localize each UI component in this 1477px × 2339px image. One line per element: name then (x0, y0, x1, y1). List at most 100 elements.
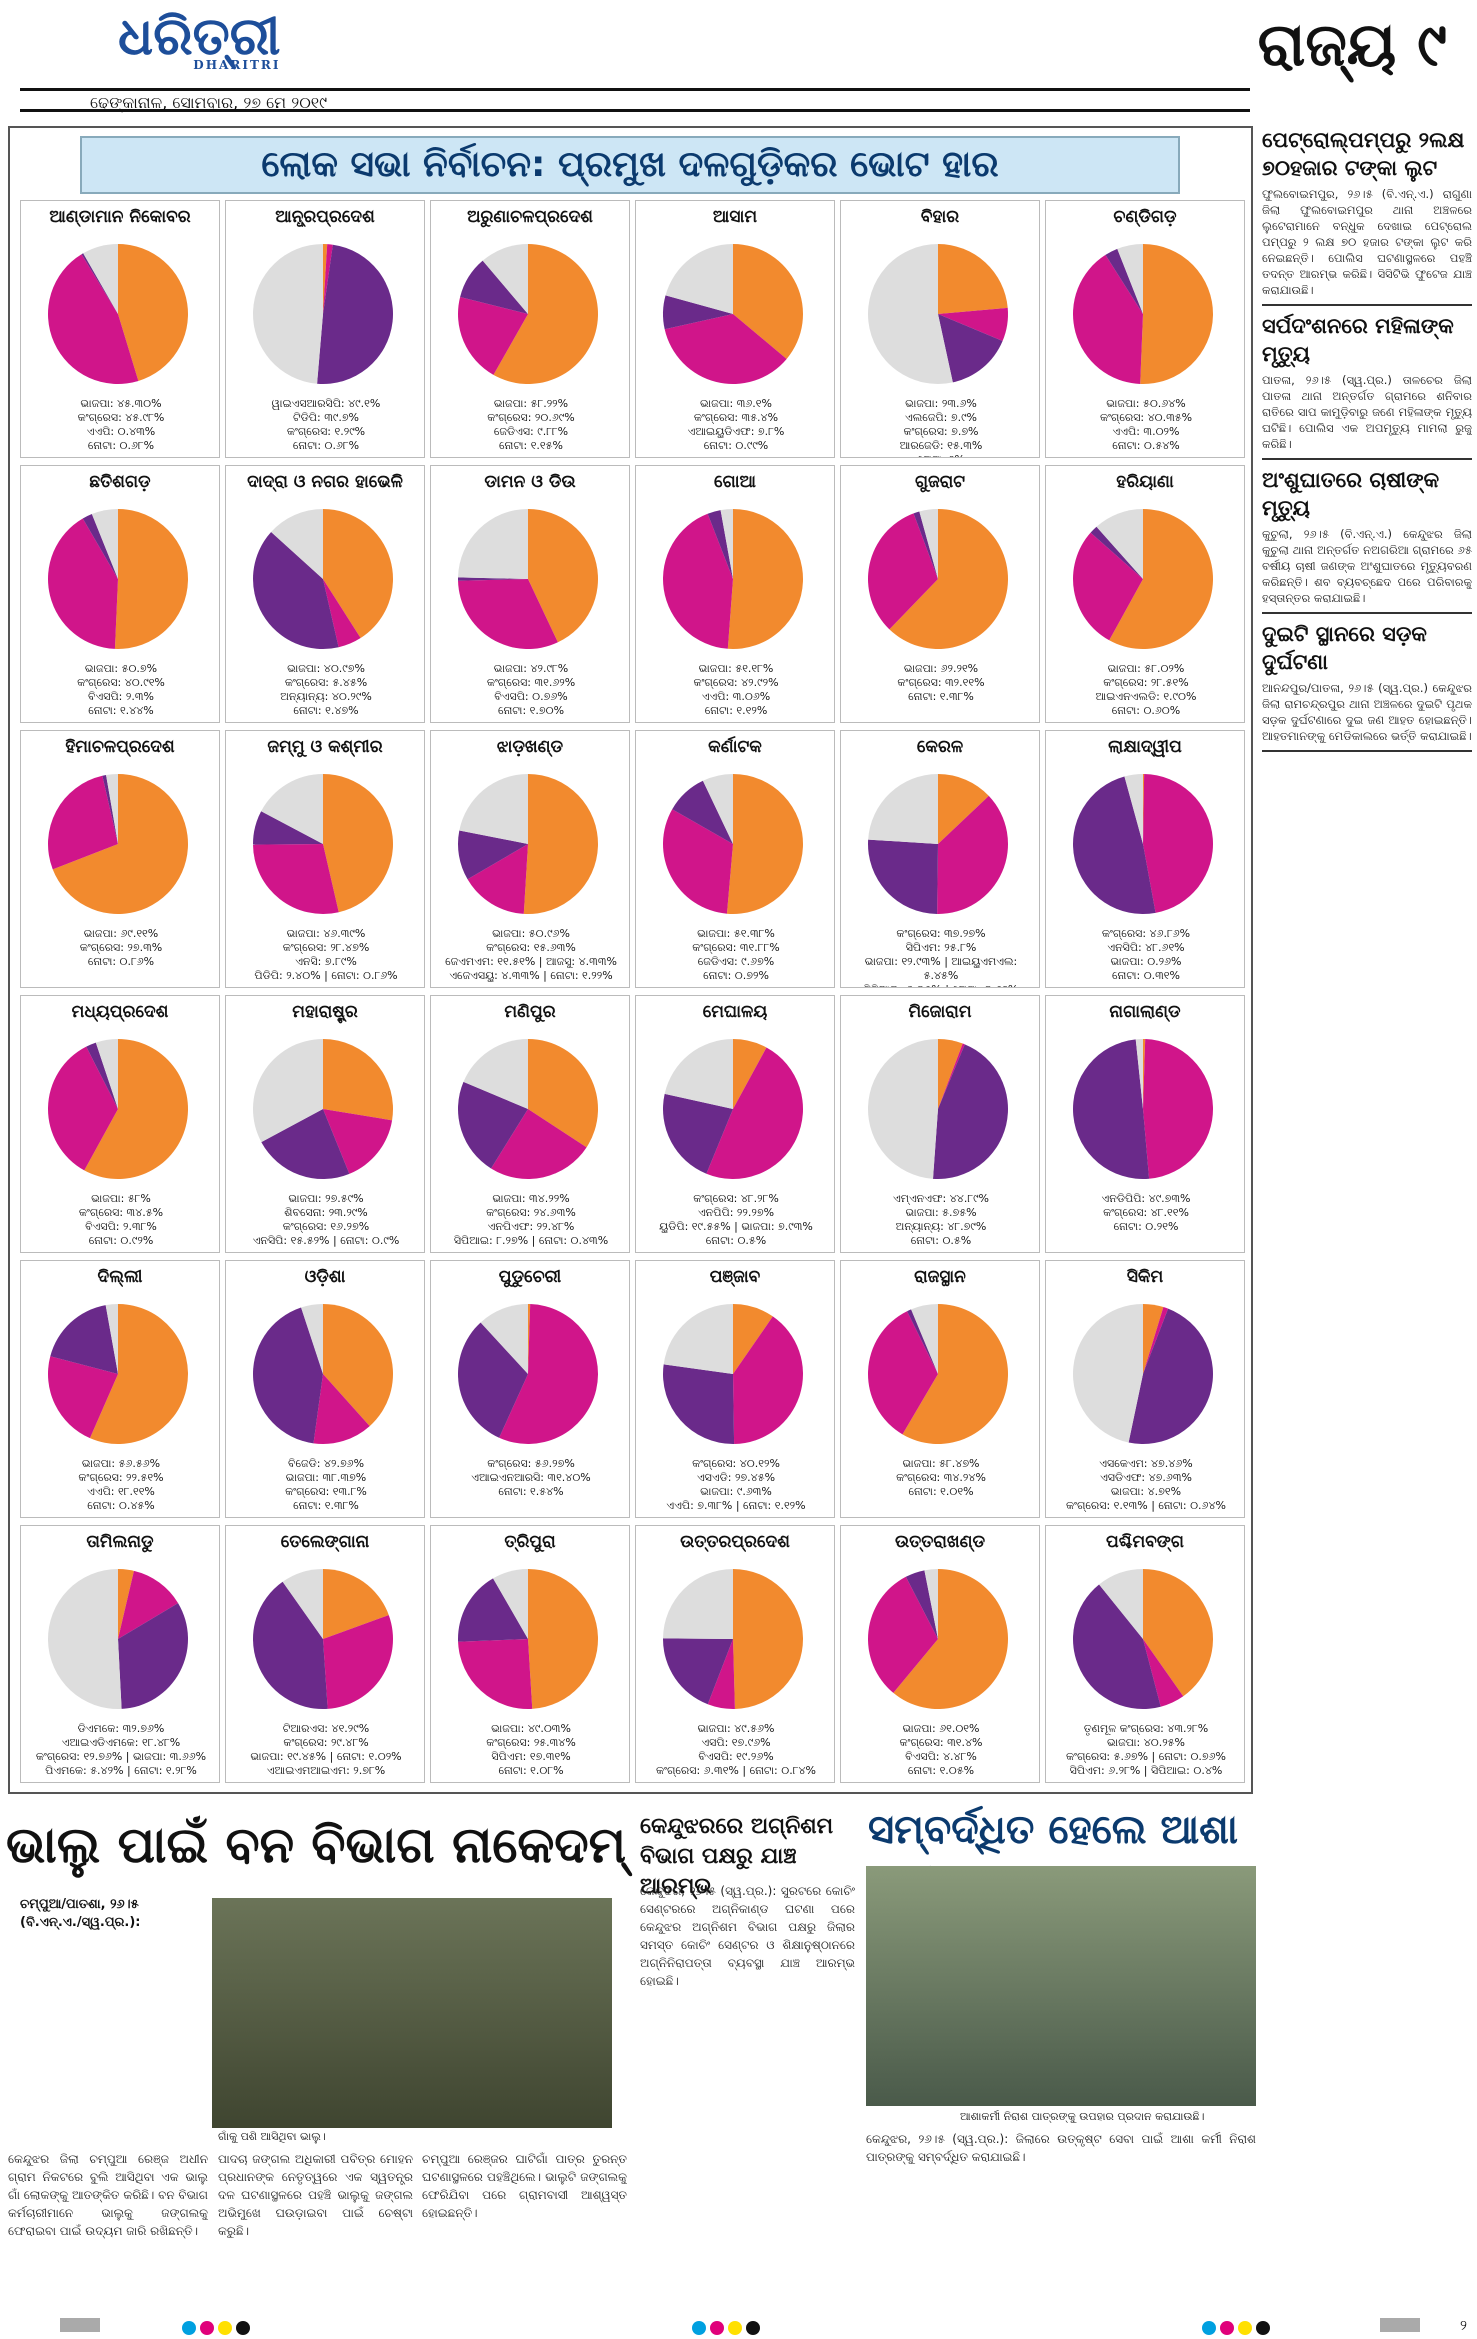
stat-line: ଏଆଇଏନଆରସି: ୩୧.୪୦% (471, 1471, 591, 1484)
state-stats: ଭାଜପା: ୬୯.୧୧% କଂଗ୍ରେସ: ୨୭.୩% ନୋଟା: ୦.୮୬% (29, 927, 213, 969)
stat-line: ଭାଜପା: ୫୮.୪୭% (902, 1457, 980, 1470)
state-stats: କଂଗ୍ରେସ: ୪୬.୮୬% ଏନସିପି: ୪୮.୬୧% ଭାଜପା: ୦.୨୬… (1054, 927, 1238, 983)
stat-line: ଏଲଜେପି: ୭.୯% (905, 411, 977, 424)
stat-line: ଜେଡିଏସ: ୯.୬୭% (697, 955, 775, 968)
pie-slice (868, 513, 938, 630)
stat-line: ନୋଟା: ୦.୫% (910, 1234, 972, 1247)
pie-slice (253, 1581, 328, 1709)
state-stats: କଂଗ୍ରେସ: ୪୦.୧୨% ଏସଏଡି: ୨୭.୪୫% ଭାଜପା: ୯.୬୩%… (644, 1457, 828, 1513)
pie-slice (458, 830, 528, 880)
pie-slice (938, 314, 1003, 383)
stat-line: ନୋଟା: ୦.୯୯% (703, 439, 769, 452)
stat-line: ନୋଟା: ୦.୫୪% (1112, 439, 1180, 452)
pie-slice (1099, 1569, 1143, 1639)
stat-line: କଂଗ୍ରେସ: ୪୮.୨୮% (693, 1192, 779, 1205)
stat-line: ଏସପି: ୧୭.୯୬% (701, 1736, 771, 1749)
pie-slice (528, 1569, 598, 1709)
pie-slice (1073, 1584, 1161, 1709)
stat-line: ଭାଜପା: ୩୮.୩୭% (285, 1471, 367, 1484)
pie-slice (458, 577, 528, 581)
state-stats: ଭାଜପା: ୫୧.୩୮% କଂଗ୍ରେସ: ୩୧.୮୮% ଜେଡିଏସ: ୯.୬୭… (644, 927, 828, 983)
state-cell: କେରଳ କଂଗ୍ରେସ: ୩୭.୨୭% ସିପିଏମ: ୨୫.୮% ଭାଜପା: ୧… (840, 730, 1040, 988)
pie-slice (889, 509, 1008, 649)
state-stats: ଭାଜପା: ୫୮% କଂଗ୍ରେସ: ୩୪.୫% ବିଏସପି: ୨.୩୮% ନୋଟ… (29, 1192, 213, 1248)
divider (1262, 612, 1472, 614)
stat-line: ଭାଜପା: ୧୯.୪୫% | ନୋଟା: ୧.୦୨% (250, 1750, 402, 1763)
stat-line: ନୋଟା: ୦.୯୨% (88, 1234, 154, 1247)
pie-slice (1105, 248, 1143, 314)
color-registration-dots-3 (1200, 2320, 1272, 2339)
pie-chart (253, 774, 393, 914)
state-cell: ସିକିମ ଏସକେଏମ: ୪୭.୪୬% ଏସଡିଏଫ: ୪୭.୬୩% ଭାଜପା: … (1045, 1260, 1245, 1518)
pie-chart (253, 509, 393, 649)
stat-line: ଏଆଇଏମଆଇଏମ: ୨.୭୮% (266, 1764, 386, 1777)
pie-chart (868, 1304, 1008, 1444)
pie-slice (938, 244, 1008, 314)
pie-chart (868, 244, 1008, 384)
divider (1262, 304, 1472, 306)
state-cell: ହରିୟାଣା ଭାଜପା: ୫୮.୦୨% କଂଗ୍ରେସ: ୨୮.୫୧% ଆଇଏନଏ… (1045, 465, 1245, 723)
pie-chart (48, 1039, 189, 1179)
pie-slice (323, 244, 333, 314)
stat-line: କଂଗ୍ରେସ: ୨୮.୫୧% (1103, 676, 1189, 689)
pie-slice (317, 244, 393, 384)
stat-line: ଭାଜପା: ୫୦.୭% (84, 662, 158, 675)
stat-line: ବିଏସପି: ୦.୭୬% (494, 690, 568, 703)
stat-line: ଟିଡିପି: ୩୯.୭% (293, 411, 359, 424)
pie-slice (491, 1109, 587, 1179)
stat-line: ଭାଜପା: ୨୩.୬% (905, 397, 977, 410)
pie-slice (1117, 244, 1143, 314)
state-cell: ଓଡ଼ିଶା ବିଜେଡି: ୪୨.୭୬% ଭାଜପା: ୩୮.୩୭% କଂଗ୍ରେସ… (225, 1260, 425, 1518)
state-stats: ଭାଜପା: ୫୦.୯୬% କଂଗ୍ରେସ: ୧୫.୬୩% ଜେଏମଏମ: ୧୧.୫… (439, 927, 623, 983)
state-cell: ଗୁଜରାଟ ଭାଜପା: ୬୨.୨୧% କଂଗ୍ରେସ: ୩୨.୧୧% ନୋଟା: … (840, 465, 1040, 723)
stat-line: କଂଗ୍ରେସ: ୧୩.୮% (285, 1485, 367, 1498)
election-grid: ଲୋକ ସଭା ନିର୍ବାଚନ: ପ୍ରମୁଖ ଦଳଗୁଡ଼ିକର ଭୋଟ ହ… (8, 126, 1253, 1794)
state-cell: ତେଲେଙ୍ଗାନା ଟିଆରଏସ: ୪୧.୨୯% କଂଗ୍ରେସ: ୨୯.୪୮% ଭ… (225, 1525, 425, 1783)
pie-chart (663, 1569, 803, 1709)
pie-slice (867, 1039, 938, 1179)
stat-line: ସିପିଏମ: ୬.୨୮% | ସିପିଆଇ: ୦.୪% (1069, 1764, 1223, 1777)
stat-line: ଭାଜପା: ୫୦.୯୬% (492, 927, 570, 940)
pie-slice (663, 1304, 733, 1374)
state-cell: ଝାଡ଼ଖଣ୍ଡ ଭାଜପା: ୫୦.୯୬% କଂଗ୍ରେସ: ୧୫.୬୩% ଜେଏମ… (430, 730, 630, 988)
pie-chart (458, 1039, 598, 1179)
pie-slice (458, 1322, 528, 1438)
stat-line: ଭାଜପା: ୬୧.୦୧% (902, 1722, 980, 1735)
stat-line: କଂଗ୍ରେସ: ୧.୧୩% | ନୋଟା: ୦.୬୪% (1066, 1499, 1226, 1512)
stat-line: ଭାଜପା: ୪୯.୫୬% (697, 1722, 775, 1735)
stat-line: ସିପିଆଇ: ୮.୨୭% | ନୋଟା: ୦.୪୩% (453, 1234, 609, 1247)
state-cell: ଚଣ୍ଡିଗଡ଼ ଭାଜପା: ୫୦.୬୪% କଂଗ୍ରେସ: ୪୦.୩୫% ଏଏପି… (1045, 200, 1245, 458)
stat-line: କଂଗ୍ରେସ: ୧୫.୬୩% (486, 941, 576, 954)
stat-line: ବିଏସପି: ୨.୩୮% (85, 1220, 157, 1233)
pie-chart (1072, 1039, 1213, 1179)
state-stats: ଡିଏମକେ: ୩୨.୭୬% ଏଆଇଏଡିଏମକେ: ୧୮.୪୮% କଂଗ୍ରେସ:… (29, 1722, 213, 1778)
state-stats: କଂଗ୍ରେସ: ୩୭.୨୭% ସିପିଏମ: ୨୫.୮% ଭାଜପା: ୧୨.୯୩… (849, 927, 1033, 987)
section-title: ରାଜ୍ୟ ୯ (1257, 10, 1447, 80)
pie-slice (702, 774, 733, 844)
stat-line: ନୋଟା: ୧.୩୮% (293, 1499, 359, 1512)
pie-slice (911, 1304, 938, 1374)
pie-slice (672, 780, 733, 844)
pie-slice (118, 1570, 179, 1639)
pie-slice (1090, 526, 1143, 579)
bear-headline: ଭାଲୁ ପାଇଁ ବନ ବିଭାଗ ନାକେଦମ୍ (6, 1816, 627, 1874)
pie-slice (664, 314, 787, 384)
right-column: ପେଟ୍ରୋଲ୍‌ପମ୍ପରୁ ୨ଲକ୍ଷ ୭୦ହଜାର ଟଙ୍କା ଲୁଟ ଫୁ… (1262, 120, 1472, 1800)
stat-line: ନୋଟା: ୧.୪୪% (88, 704, 154, 717)
state-name: ଛତିଶଗଡ଼ (89, 472, 151, 492)
pie-chart (48, 1569, 188, 1709)
pie-slice (663, 1569, 733, 1639)
pie-chart (1073, 1569, 1213, 1709)
story-headline: ଦୁଇଟି ସ୍ଥାନରେ ସଡ଼କ ଦୁର୍ଘଟଣା (1262, 622, 1427, 674)
state-name: ପୁଡୁଚେରୀ (498, 1267, 562, 1287)
masthead: ଧରିତ୍ରୀ DHARITRI ଢେଙ୍କାନାଳ, ସୋମବାର, ୨୭ ମେ… (0, 0, 1477, 120)
stat-line: କଂଗ୍ରେସ: ୨୭.୩% (79, 941, 163, 954)
state-name: ମଧ୍ୟପ୍ରଦେଶ (71, 1002, 169, 1022)
pie-slice (932, 1044, 1008, 1179)
pie-slice (48, 1569, 122, 1709)
state-cell: ପୁଡୁଚେରୀ କଂଗ୍ରେସ: ୫୬.୨୭% ଏଆଇଏନଆରସି: ୩୧.୪୦%… (430, 1260, 630, 1518)
pie-slice (323, 244, 328, 314)
asha-caption: ଆଶାକର୍ମୀ ନିରାଶ ପାତ୍ରଙ୍କୁ ଉପହାର ପ୍ରଦାନ କର… (960, 2110, 1205, 2123)
pie-slice (664, 1039, 733, 1109)
pie-slice (663, 809, 733, 914)
